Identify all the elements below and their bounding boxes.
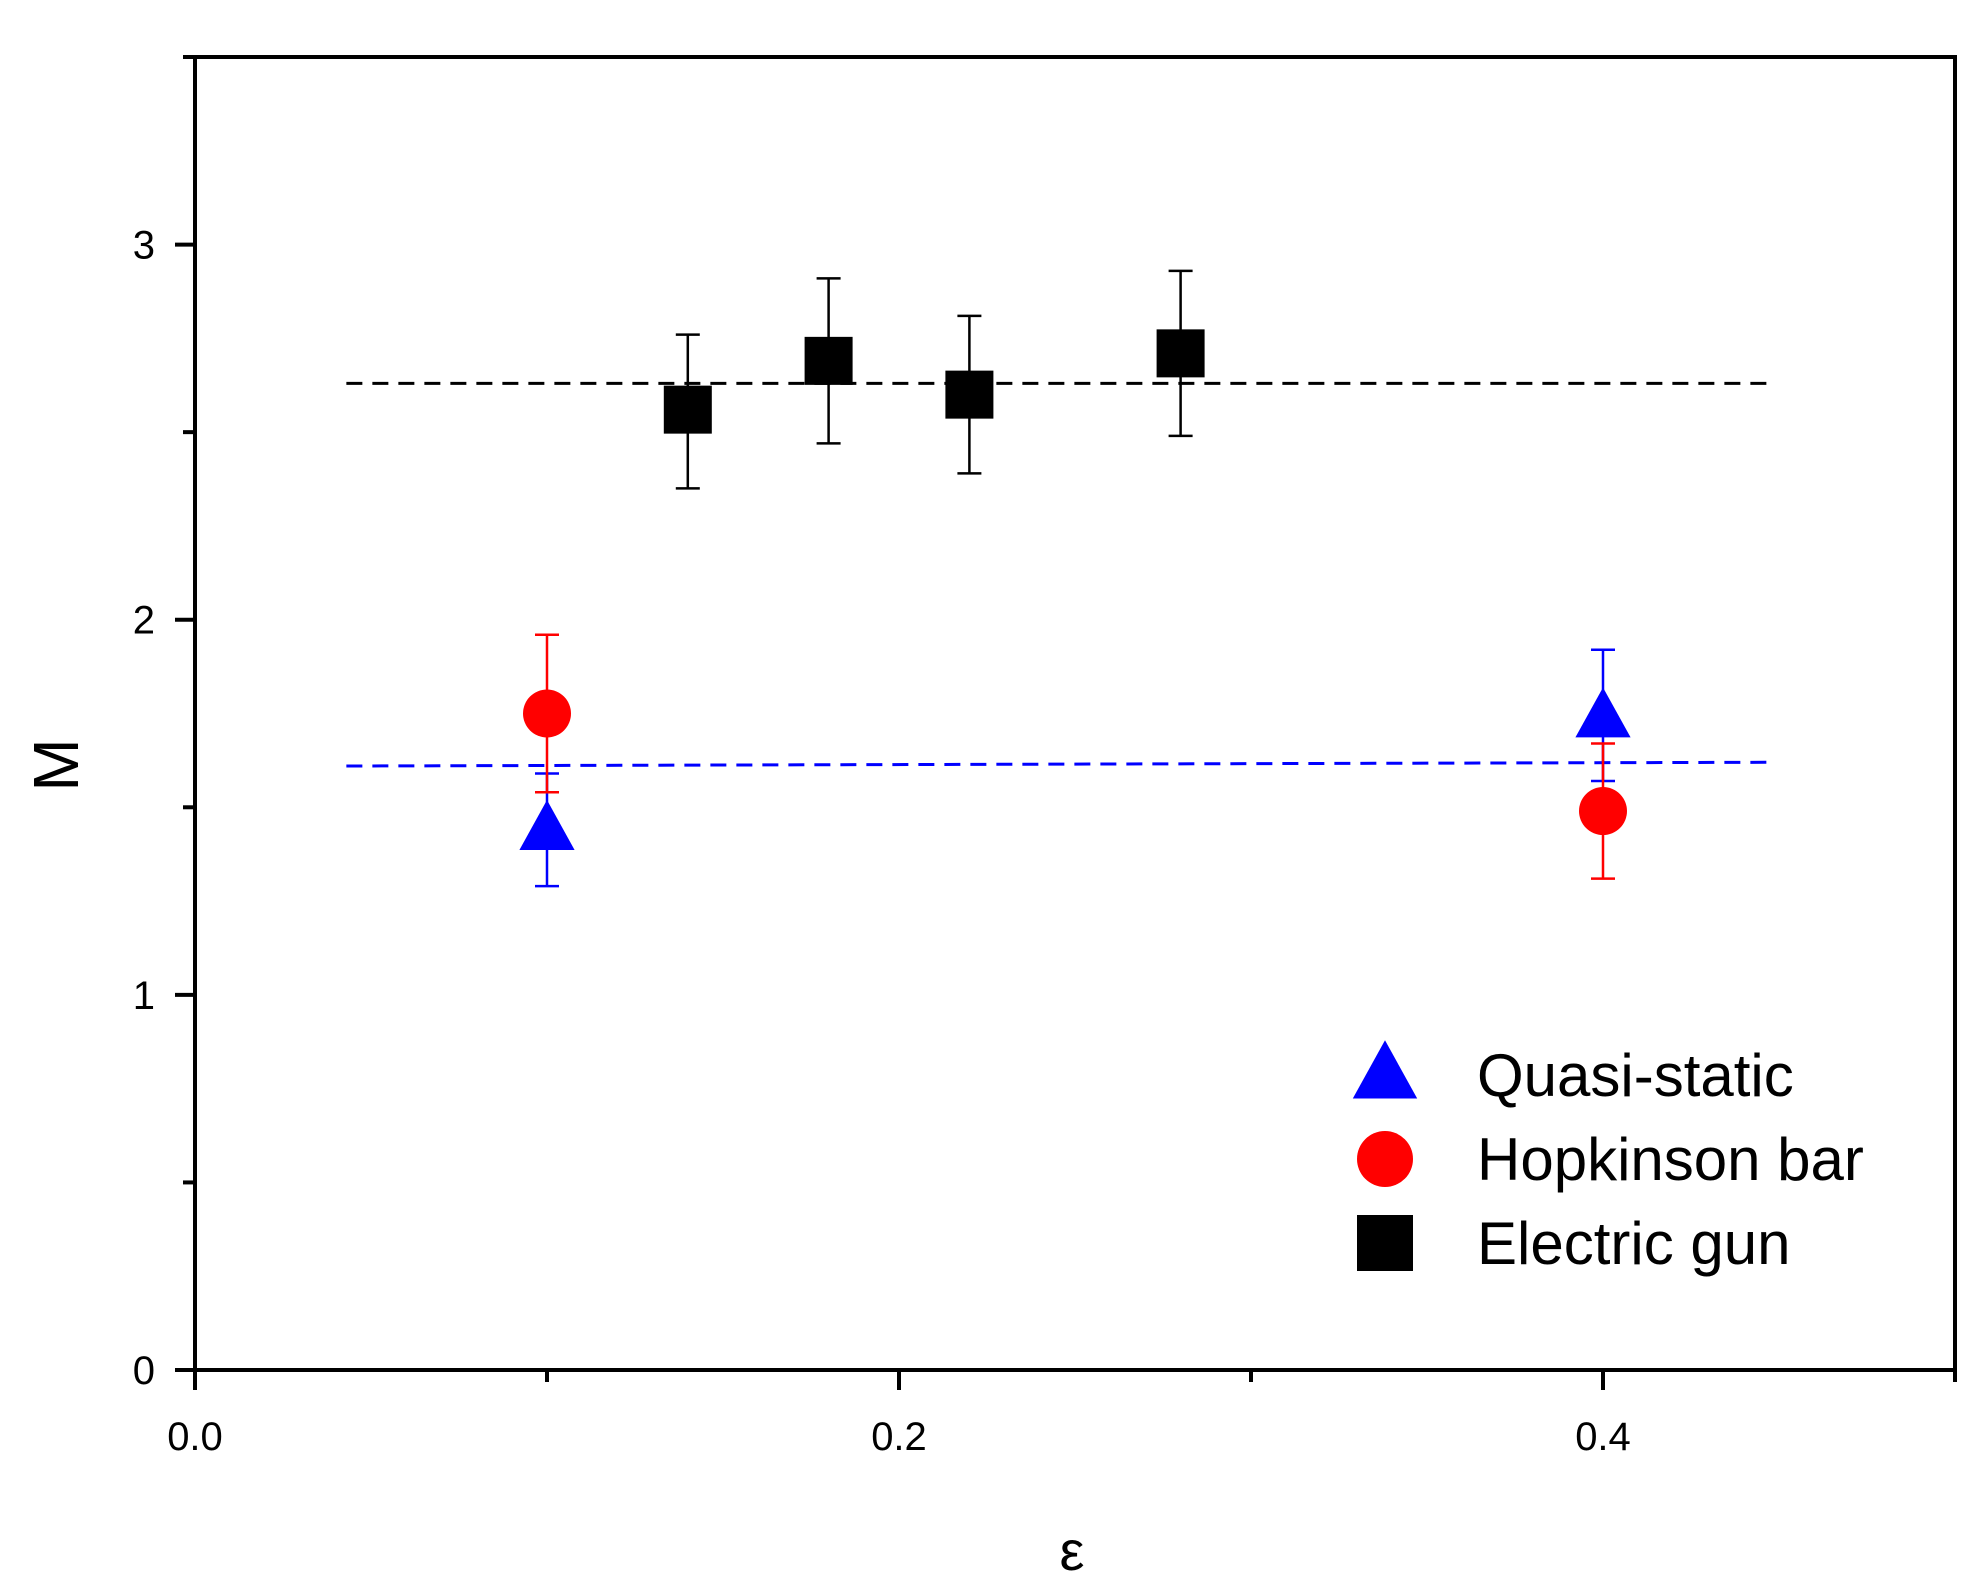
legend-quasi-static-label: Quasi-static [1477, 1042, 1794, 1109]
x-axis-title: ε [1060, 1519, 1085, 1582]
x-tick-label: 0.0 [167, 1415, 223, 1459]
y-tick-label: 0 [133, 1349, 155, 1393]
x-tick-label: 0.4 [1575, 1415, 1631, 1459]
hopkinson-bar-point [523, 689, 571, 738]
low-rate-mean-line [346, 760, 1769, 768]
electric-gun-point [945, 370, 994, 419]
y-tick-label: 3 [133, 224, 155, 268]
legend-quasi-static-marker [1352, 1040, 1418, 1099]
y-tick-label: 2 [133, 599, 155, 643]
legend-hopkinson-bar-marker [1357, 1131, 1413, 1187]
plot-frame [193, 55, 1957, 1372]
axes: 0.0 0.2 0.4 0 1 2 3 [133, 55, 1957, 1459]
y-tick-label: 1 [133, 974, 155, 1018]
y-axis-title: M [20, 738, 92, 791]
legend-electric-gun-marker [1357, 1215, 1413, 1271]
electric-gun-point [663, 385, 712, 434]
reference-lines [346, 381, 1769, 768]
legend-electric-gun-label: Electric gun [1477, 1210, 1790, 1277]
hopkinson-bar-point [1579, 787, 1627, 836]
x-tick-label: 0.2 [871, 1415, 927, 1459]
electric-gun-point [1156, 329, 1205, 378]
quasi-static-point [519, 800, 575, 850]
data-markers [519, 329, 1631, 850]
quasi-static-point [1575, 687, 1631, 738]
plot-border [193, 55, 1957, 1372]
legend-hopkinson-bar-label: Hopkinson bar [1477, 1126, 1864, 1193]
legend: Quasi-static Hopkinson bar Electric gun [1352, 1040, 1864, 1277]
electric-gun-point [804, 336, 853, 385]
error-bars [535, 269, 1615, 888]
